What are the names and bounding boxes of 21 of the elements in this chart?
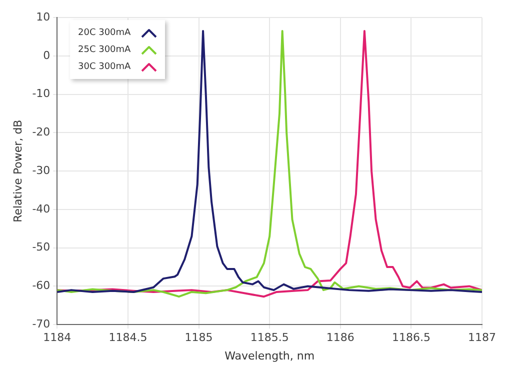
y-tick-label: -10 <box>32 87 50 100</box>
y-tick-label: -60 <box>32 279 50 292</box>
y-tick-label: -40 <box>32 202 50 216</box>
y-tick-label: -20 <box>32 126 50 139</box>
legend-label: 20C 300mA <box>78 28 131 38</box>
y-tick-label: -70 <box>32 317 50 330</box>
x-axis-title: Wavelength, nm <box>224 349 315 362</box>
y-tick-label: -50 <box>32 240 50 254</box>
legend-label: 30C 300mA <box>78 62 131 72</box>
x-tick-label: 1184 <box>43 331 72 344</box>
y-tick-label: 10 <box>36 10 50 24</box>
y-tick-label: 0 <box>43 48 50 62</box>
x-tick-label: 1185.5 <box>250 331 289 344</box>
x-tick-label: 1186.5 <box>392 331 430 344</box>
x-tick-label: 1184.5 <box>108 331 148 344</box>
x-tick-label: 1185 <box>184 331 213 344</box>
legend-label: 25C 300mA <box>78 44 131 54</box>
y-axis-title: Relative Power, dB <box>11 120 24 222</box>
y-tick-label: -30 <box>32 164 50 177</box>
x-tick-label: 1187 <box>468 331 496 344</box>
x-tick-label: 1186 <box>326 331 354 344</box>
